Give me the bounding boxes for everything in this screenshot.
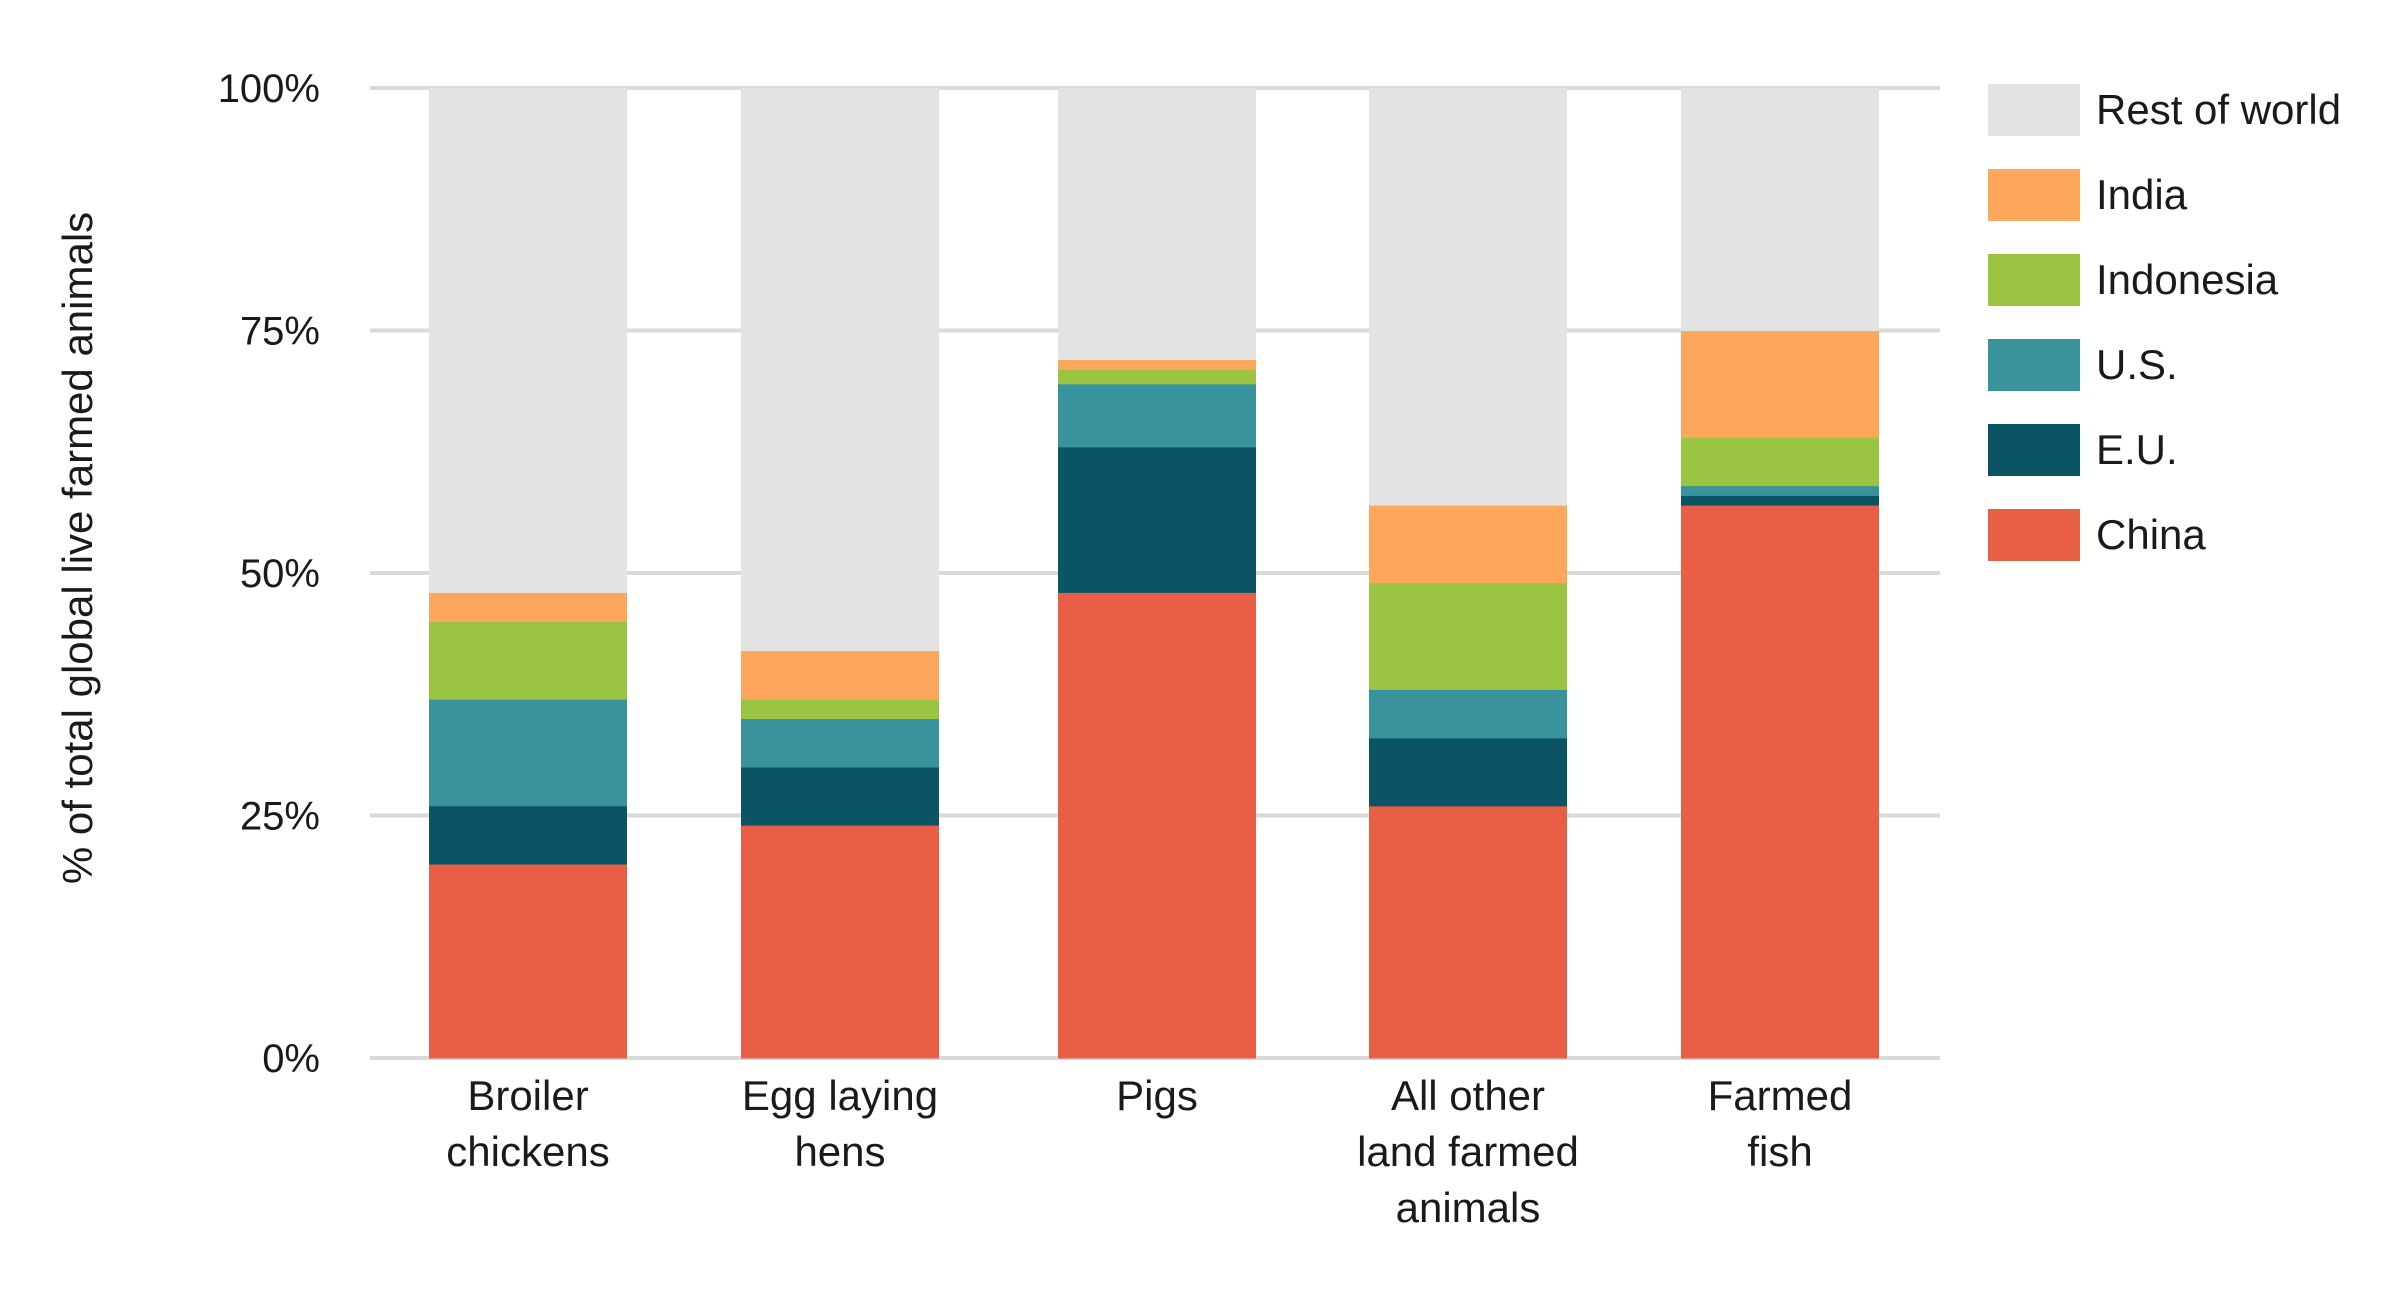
legend-swatch-china — [1988, 509, 2080, 561]
bar-segment-china — [1369, 805, 1567, 1059]
bar-segment-india — [1369, 505, 1567, 584]
bar-segment-indonesia — [1058, 369, 1256, 385]
x-category-label-line: All other — [1391, 1072, 1545, 1119]
bar-segment-u-s — [429, 699, 627, 807]
x-category-label: Pigs — [1116, 1072, 1198, 1119]
bar-segment-india — [741, 650, 939, 700]
y-tick-label: 0% — [262, 1037, 320, 1081]
bar-segment-rest-of-world — [429, 88, 627, 593]
x-category-label-line: animals — [1396, 1184, 1541, 1231]
y-tick-label: 100% — [218, 67, 320, 111]
x-category-label-line: land farmed — [1357, 1128, 1579, 1175]
x-category-label-line: fish — [1747, 1128, 1812, 1175]
y-tick-label: 50% — [240, 552, 320, 596]
bar-segment-china — [429, 864, 627, 1059]
x-category-label-line: Farmed — [1708, 1072, 1853, 1119]
bar-segment-rest-of-world — [741, 88, 939, 652]
bars — [429, 88, 1879, 1059]
x-category-label-line: Broiler — [467, 1072, 588, 1119]
x-category-label: All other land farmed animals — [1357, 1072, 1579, 1231]
legend-label-e-u: E.U. — [2096, 426, 2178, 473]
bar-segment-china — [1681, 505, 1879, 1059]
bar-segment-e-u — [1058, 446, 1256, 593]
legend-swatch-e-u — [1988, 424, 2080, 476]
bar-segment-indonesia — [1681, 437, 1879, 487]
x-axis-category-labels: Broiler chickens Egg laying hens Pigs All oth… — [446, 1072, 1852, 1231]
y-tick-label: 25% — [240, 795, 320, 839]
bar-segment-indonesia — [1369, 582, 1567, 690]
bar-segment-rest-of-world — [1681, 88, 1879, 331]
legend-swatch-rest-of-world — [1988, 84, 2080, 136]
bar-segment-indonesia — [741, 699, 939, 719]
legend: Rest of world India Indonesia U.S. E.U. China — [1988, 84, 2341, 561]
bar-segment-india — [429, 592, 627, 622]
legend-swatch-indonesia — [1988, 254, 2080, 306]
x-category-label: Farmed fish — [1708, 1072, 1853, 1175]
bar-segment-u-s — [1369, 689, 1567, 739]
x-category-label: Broiler chickens — [446, 1072, 609, 1175]
legend-label-india: India — [2096, 171, 2188, 218]
bar-segment-u-s — [741, 718, 939, 768]
bar-segment-e-u — [1369, 737, 1567, 807]
y-axis-tick-labels: 0% 25% 50% 75% 100% — [218, 67, 320, 1081]
bar-segment-india — [1058, 359, 1256, 370]
bar-segment-rest-of-world — [1058, 88, 1256, 361]
x-category-label: Egg laying hens — [742, 1072, 938, 1175]
legend-label-china: China — [2096, 511, 2206, 558]
bar-segment-e-u — [1681, 495, 1879, 506]
bar-segment-india — [1681, 330, 1879, 438]
bar-segment-e-u — [741, 767, 939, 826]
bar-segment-e-u — [429, 805, 627, 865]
bar-segment-china — [1058, 592, 1256, 1059]
y-tick-label: 75% — [240, 310, 320, 354]
legend-label-u-s: U.S. — [2096, 341, 2178, 388]
legend-swatch-india — [1988, 169, 2080, 221]
bar-segment-u-s — [1058, 383, 1256, 448]
legend-swatch-u-s — [1988, 339, 2080, 391]
x-category-label-line: Egg laying — [742, 1072, 938, 1119]
bar-segment-indonesia — [429, 621, 627, 700]
legend-label-indonesia: Indonesia — [2096, 256, 2279, 303]
bar-segment-china — [741, 825, 939, 1059]
legend-label-rest-of-world: Rest of world — [2096, 86, 2341, 133]
x-category-label-line: hens — [794, 1128, 885, 1175]
bar-segment-u-s — [1681, 485, 1879, 496]
x-category-label-line: chickens — [446, 1128, 609, 1175]
y-axis-title: % of total global live farmed animals — [54, 212, 101, 884]
x-category-label-line: Pigs — [1116, 1072, 1198, 1119]
bar-segment-rest-of-world — [1369, 88, 1567, 506]
